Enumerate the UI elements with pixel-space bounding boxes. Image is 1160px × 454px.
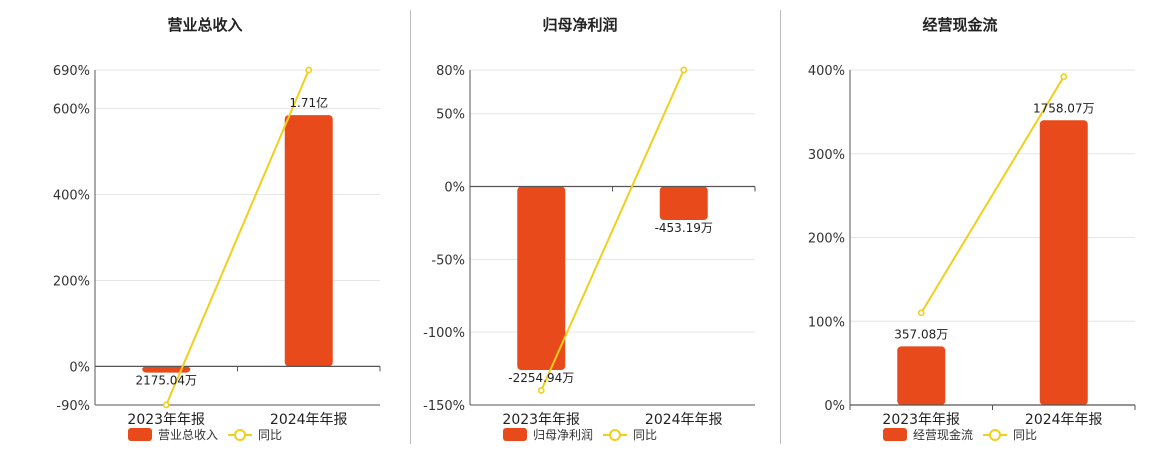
legend-bar-label: 经营现金流	[912, 428, 973, 442]
y-tick-label: -150%	[423, 399, 465, 414]
legend-bar-swatch	[502, 428, 527, 441]
y-tick-label: 80%	[436, 64, 465, 79]
bar	[142, 366, 191, 373]
bar-value-label: 1758.07万	[1033, 101, 1095, 115]
bar	[517, 186, 566, 371]
y-tick-label: 0%	[444, 181, 465, 196]
y-tick-label: 0%	[824, 399, 845, 414]
y-tick-label: 50%	[436, 108, 465, 123]
bar	[1039, 120, 1088, 405]
legend-line-label: 同比	[258, 428, 283, 442]
legend-bar-swatch	[882, 428, 907, 441]
x-tick-label: 2024年年报	[1025, 412, 1103, 428]
chart-cashflow: 400% 300% 200% 100% 0% 357.08万 1758.07万 2023年年报…	[808, 64, 1136, 428]
chart-title: 归母净利润	[542, 16, 618, 34]
line-series	[165, 69, 310, 406]
legend-bar-label: 归母净利润	[532, 428, 593, 442]
chart-revenue: 690% 600% 400% 200% 0% -90% 2175.04万 1.71亿 2023年…	[53, 64, 381, 428]
legend-line-swatch	[983, 428, 1007, 441]
chart-panel-cashflow: 经营现金流 400% 300% 200% 100% 0% 357.08万 1758.07万 2…	[775, 0, 1145, 450]
y-tick-label: -100%	[423, 326, 465, 341]
x-tick-label: 2023年年报	[127, 412, 205, 428]
line-point	[680, 66, 688, 74]
bar-value-label: 2175.04万	[135, 374, 197, 388]
y-tick-label: -50%	[431, 253, 465, 268]
line-point	[162, 401, 170, 409]
divider	[410, 10, 411, 444]
legend-bar-swatch	[127, 428, 152, 441]
line-point	[305, 66, 313, 74]
x-tick-label: 2023年年报	[882, 412, 960, 428]
x-tick-label: 2024年年报	[645, 412, 723, 428]
chart-title: 营业总收入	[167, 16, 243, 34]
bar	[659, 186, 708, 221]
bar-value-label: -453.19万	[655, 221, 713, 235]
bar-value-label: 357.08万	[894, 327, 948, 341]
y-tick-label: 600%	[53, 103, 90, 118]
legend-bar-label: 营业总收入	[157, 428, 218, 442]
legend-line-label: 同比	[1013, 428, 1038, 442]
legend-line-swatch	[228, 428, 252, 441]
y-tick-label: -90%	[56, 399, 90, 414]
bar-value-label: -2254.94万	[508, 371, 574, 385]
y-tick-label: 300%	[808, 148, 845, 163]
line-point	[1060, 73, 1068, 81]
legend: 营业总收入 同比	[20, 426, 390, 443]
y-tick-label: 200%	[53, 274, 90, 289]
legend-line-swatch	[603, 428, 627, 441]
legend-line-label: 同比	[633, 428, 658, 442]
legend: 经营现金流 同比	[775, 426, 1145, 443]
line-point	[917, 309, 925, 317]
legend: 归母净利润 同比	[395, 426, 765, 443]
divider	[780, 10, 781, 444]
chart-net-profit: 80% 50% 0% -50% -100% -150% -2254.94万 -453.19万 2…	[423, 64, 756, 428]
y-tick-label: 400%	[53, 189, 90, 204]
y-tick-label: 400%	[808, 64, 845, 79]
x-tick-label: 2024年年报	[270, 412, 348, 428]
bar-value-label: 1.71亿	[289, 95, 328, 110]
y-tick-label: 0%	[69, 360, 90, 375]
chart-title: 经营现金流	[922, 16, 998, 34]
bar	[284, 115, 333, 367]
chart-panel-net-profit: 归母净利润 80% 50% 0% -50% -100% -150% -2254.94万 -45…	[395, 0, 765, 450]
y-tick-label: 200%	[808, 232, 845, 247]
y-tick-label: 100%	[808, 315, 845, 330]
line-series	[920, 76, 1065, 314]
line-series	[540, 69, 685, 391]
y-tick-label: 690%	[53, 64, 90, 79]
x-tick-label: 2023年年报	[502, 412, 580, 428]
bar	[897, 346, 946, 405]
chart-panel-revenue: 营业总收入 690% 600% 400% 200% 0% -90% 2175.04万 1.71…	[20, 0, 390, 450]
line-point	[537, 387, 545, 394]
